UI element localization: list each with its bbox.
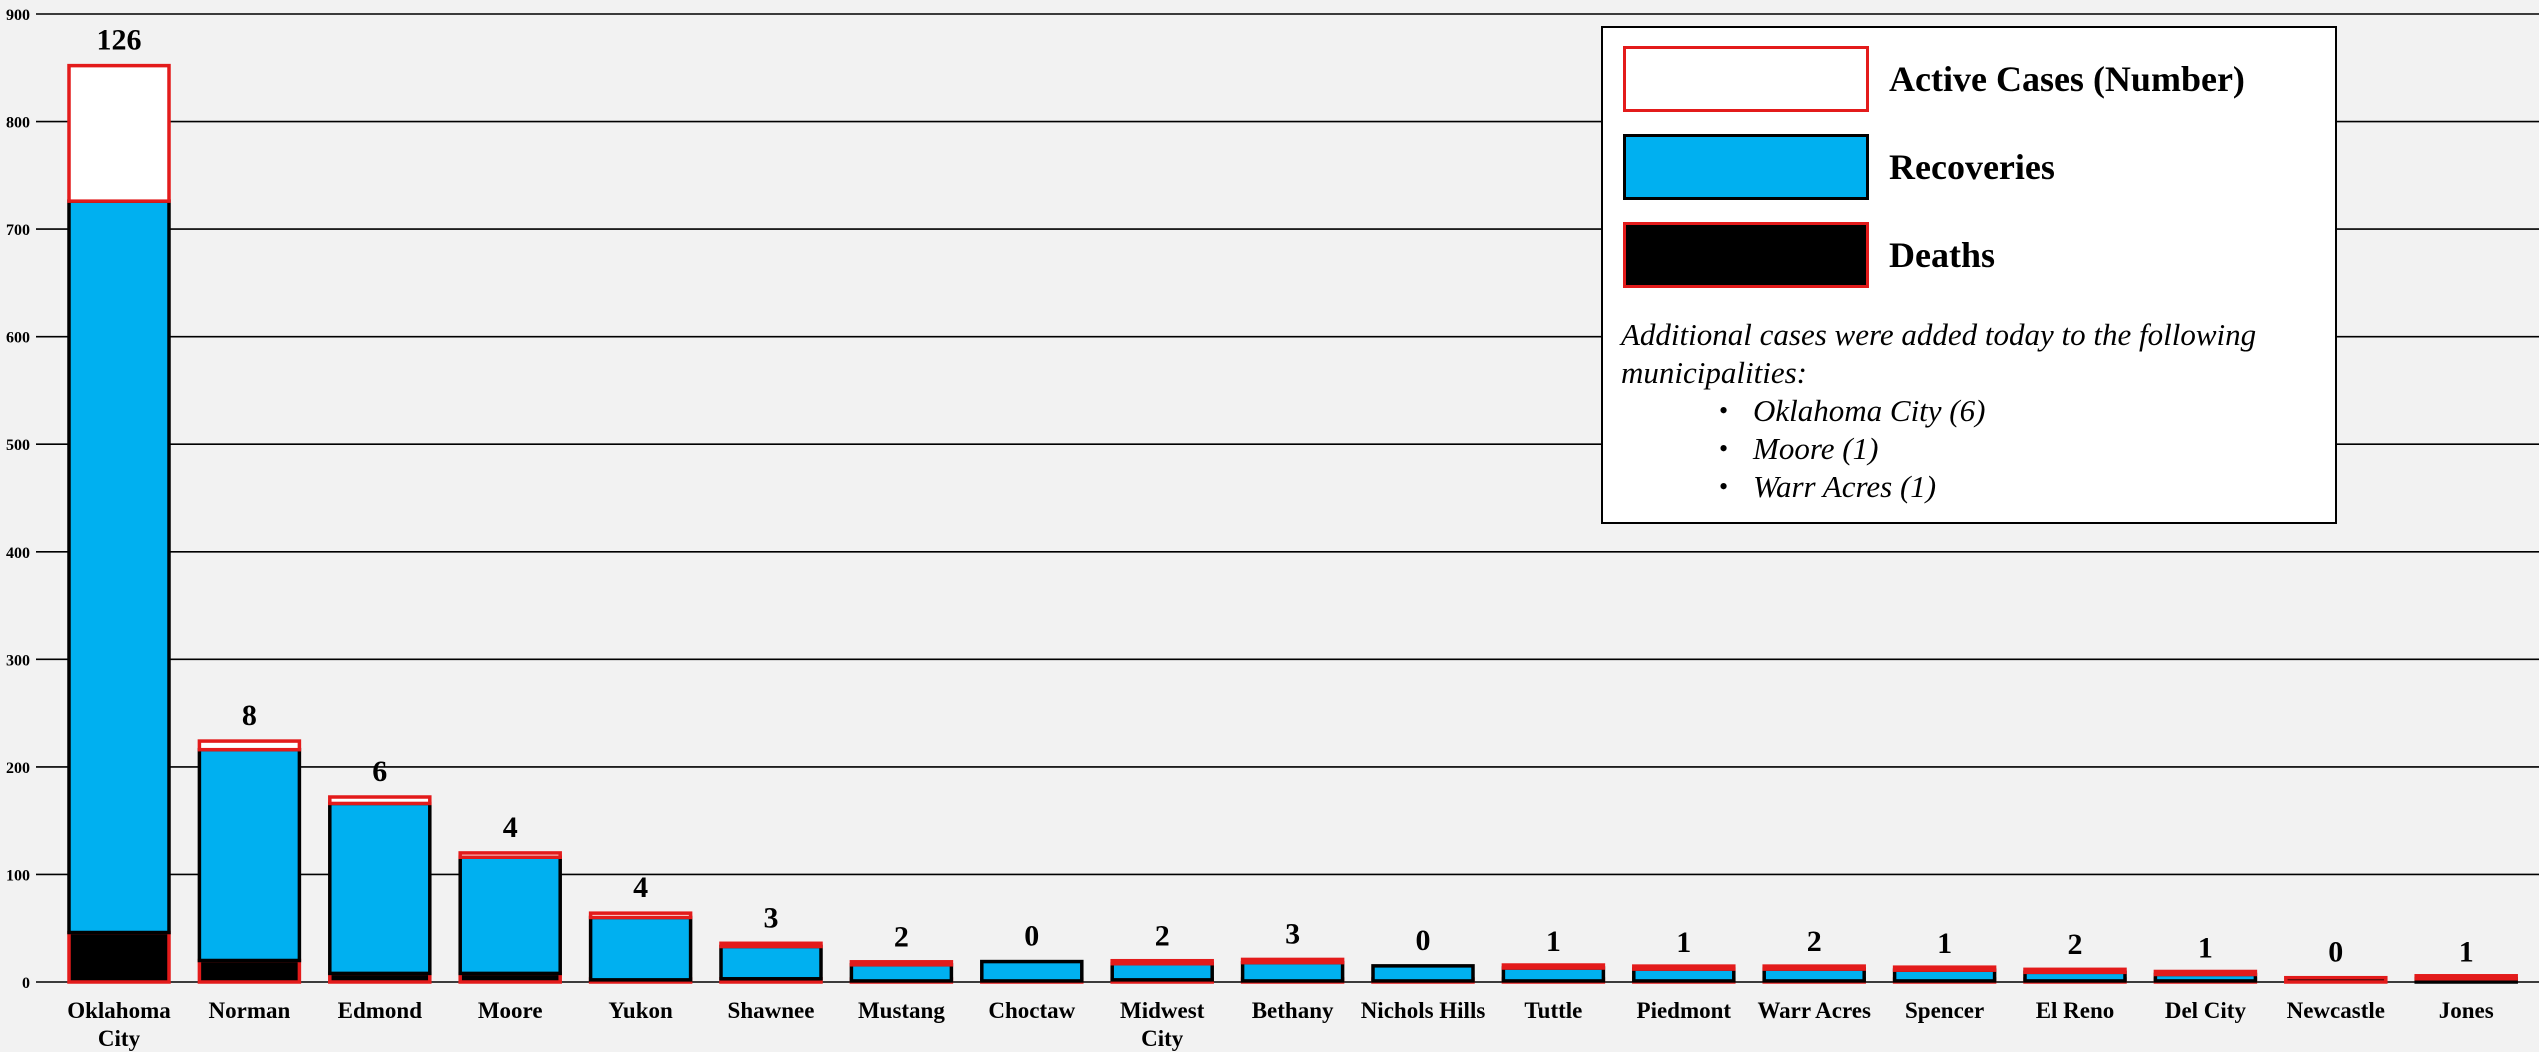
x-axis: Oklahoma City Norman Edmond Moore Yukon Shawne…	[67, 998, 2493, 1051]
legend-swatch-active	[1623, 46, 1869, 112]
x-tick-label: Bethany	[1252, 998, 1334, 1023]
y-tick-label: 900	[6, 7, 30, 24]
bar-active-cases-number--oklahoma-city	[69, 66, 169, 202]
x-tick-label: Yukon	[608, 998, 673, 1023]
data-label: 0	[1024, 920, 1039, 953]
legend-item-recoveries: Recoveries	[1623, 132, 2055, 202]
x-tick-label: Spencer	[1905, 998, 1984, 1023]
x-tick-label: Tuttle	[1524, 998, 1582, 1023]
bar-active-cases-number--norman	[199, 741, 299, 750]
data-label: 3	[764, 901, 779, 934]
bar-active-cases-number--shawnee	[721, 943, 821, 946]
y-tick-label: 400	[6, 545, 30, 562]
data-label: 126	[97, 24, 142, 57]
data-label: 8	[242, 699, 257, 732]
bar-active-cases-number--mustang	[851, 962, 951, 965]
data-label: 1	[1546, 925, 1561, 958]
data-label: 0	[1416, 924, 1431, 957]
x-tick-label: Shawnee	[728, 998, 815, 1023]
bar-active-cases-number--del-city	[2155, 971, 2255, 974]
y-axis: 0 100 200 300 400 500 600 700 800 900	[6, 7, 30, 992]
data-label: 0	[2328, 936, 2343, 969]
x-tick-label: El Reno	[2036, 998, 2115, 1023]
data-label: 6	[372, 755, 387, 788]
bar-deaths-norman	[199, 960, 299, 982]
data-label: 2	[1807, 925, 1822, 958]
bar-recoveries-norman	[199, 750, 299, 961]
bar-recoveries-piedmont	[1634, 969, 1734, 981]
data-label: 4	[503, 811, 518, 844]
bar-recoveries-tuttle	[1503, 968, 1603, 981]
bar-recoveries-moore	[460, 857, 560, 973]
bar-recoveries-midwest-city	[1112, 964, 1212, 980]
data-label: 1	[2459, 936, 2474, 969]
bar-active-cases-number--spencer	[1895, 967, 1995, 970]
x-tick-label: Nichols Hills	[1361, 998, 1486, 1023]
y-tick-label: 0	[22, 975, 30, 992]
y-tick-label: 100	[6, 867, 30, 884]
bar-recoveries-yukon	[591, 917, 691, 979]
bar-active-cases-number--jones	[2416, 976, 2516, 979]
legend-note-item: Moore (1)	[1753, 430, 2321, 468]
data-label: 2	[1155, 920, 1170, 953]
data-label: 1	[1676, 926, 1691, 959]
x-tick-label: Moore	[478, 998, 543, 1023]
data-label: 1	[2198, 931, 2213, 964]
bar-deaths-newcastle	[2286, 978, 2386, 982]
bar-active-cases-number--el-reno	[2025, 969, 2125, 972]
bar-active-cases-number--warr-acres	[1764, 966, 1864, 969]
x-tick-label: Choctaw	[988, 998, 1075, 1023]
x-tick-label: Oklahoma City	[67, 998, 171, 1051]
data-label: 2	[2068, 928, 2083, 961]
x-tick-label: Del City	[2165, 998, 2247, 1023]
legend-swatch-recoveries	[1623, 134, 1869, 200]
x-tick-label: Mustang	[858, 998, 945, 1023]
bar-active-cases-number--midwest-city	[1112, 961, 1212, 964]
data-label: 3	[1285, 917, 1300, 950]
bar-active-cases-number--piedmont	[1634, 966, 1734, 969]
y-tick-label: 200	[6, 760, 30, 777]
bar-active-cases-number--moore	[460, 853, 560, 857]
x-tick-label: Norman	[209, 998, 291, 1023]
bar-deaths-oklahoma-city	[69, 933, 169, 982]
y-tick-label: 500	[6, 437, 30, 454]
bar-recoveries-nichols-hills	[1373, 966, 1473, 981]
bar-active-cases-number--tuttle	[1503, 965, 1603, 968]
data-label: 4	[633, 871, 648, 904]
legend-note: Additional cases were added today to the…	[1621, 316, 2321, 506]
data-label: 1	[1937, 927, 1952, 960]
x-tick-label: Edmond	[338, 998, 423, 1023]
bar-recoveries-mustang	[851, 965, 951, 981]
legend-label-active: Active Cases (Number)	[1889, 58, 2245, 100]
x-tick-label: Piedmont	[1637, 998, 1732, 1023]
bar-recoveries-oklahoma-city	[69, 201, 169, 932]
y-tick-label: 800	[6, 115, 30, 132]
bar-active-cases-number--bethany	[1243, 959, 1343, 962]
legend-label-recoveries: Recoveries	[1889, 146, 2055, 188]
legend-note-text: Additional cases were added today to the…	[1621, 316, 2321, 392]
x-tick-label: Jones	[2439, 998, 2494, 1023]
bar-recoveries-bethany	[1243, 963, 1343, 981]
y-tick-label: 600	[6, 330, 30, 347]
x-tick-label: Warr Acres	[1757, 998, 1871, 1023]
bar-recoveries-warr-acres	[1764, 969, 1864, 981]
bar-active-cases-number--yukon	[591, 913, 691, 917]
legend-item-deaths: Deaths	[1623, 220, 1995, 290]
bar-recoveries-choctaw	[982, 962, 1082, 981]
x-tick-label: Newcastle	[2287, 998, 2385, 1023]
bar-active-cases-number--edmond	[330, 797, 430, 803]
bar-recoveries-shawnee	[721, 947, 821, 979]
legend-note-item: Warr Acres (1)	[1753, 468, 2321, 506]
legend-item-active: Active Cases (Number)	[1623, 44, 2245, 114]
data-label: 2	[894, 921, 909, 954]
y-tick-label: 700	[6, 222, 30, 239]
bar-recoveries-edmond	[330, 803, 430, 973]
legend-swatch-deaths	[1623, 222, 1869, 288]
legend: Active Cases (Number) Recoveries Deaths …	[1601, 26, 2337, 524]
y-tick-label: 300	[6, 652, 30, 669]
legend-note-item: Oklahoma City (6)	[1753, 392, 2321, 430]
legend-note-list: Oklahoma City (6) Moore (1) Warr Acres (…	[1621, 392, 2321, 506]
legend-label-deaths: Deaths	[1889, 234, 1995, 276]
x-tick-label: Midwest City	[1120, 998, 1205, 1051]
